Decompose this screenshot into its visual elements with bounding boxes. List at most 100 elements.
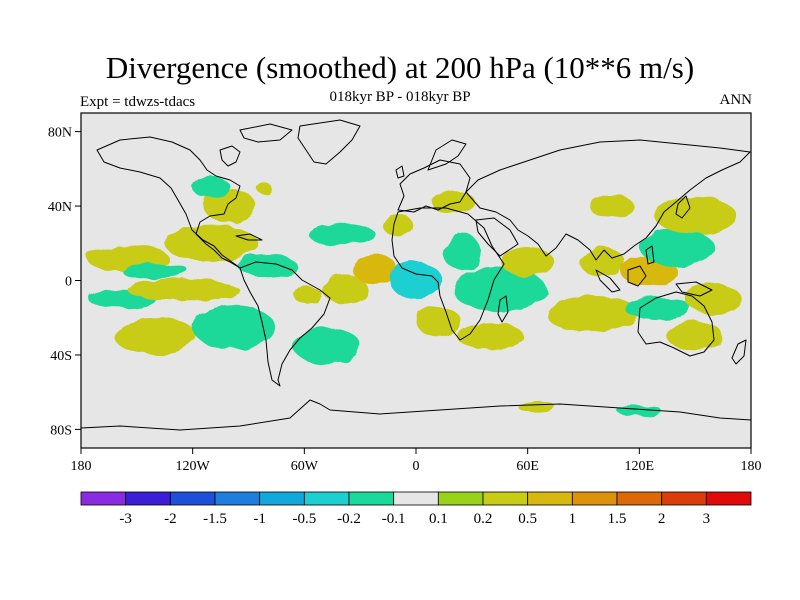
anomaly-region	[308, 222, 376, 246]
colorbar-label: 0.2	[474, 511, 493, 527]
anomaly-region	[443, 233, 482, 272]
coastline-north-america	[96, 136, 241, 269]
coastline-europe	[397, 159, 471, 213]
anomaly-field	[86, 176, 742, 417]
colorbar-swatch	[661, 491, 707, 506]
lon-tick-label: 120W	[176, 459, 211, 474]
anomaly-region	[293, 327, 361, 365]
anomaly-region	[121, 263, 189, 279]
anomaly-region	[382, 213, 413, 236]
coastline-hudson-bay	[219, 145, 241, 167]
lon-tick-label: 0	[413, 459, 420, 474]
colorbar-label: 1.5	[608, 511, 627, 527]
coastline-australia	[637, 291, 715, 357]
colorbar-label: -2	[164, 511, 177, 527]
page-title: Divergence (smoothed) at 200 hPa (10**6 …	[105, 50, 695, 85]
anomaly-region	[639, 228, 714, 266]
anomaly-region	[192, 304, 275, 350]
colorbar-label: -0.2	[337, 511, 361, 527]
colorbar-swatch	[348, 491, 395, 506]
experiment-label: Expt = tdwzs-tdacs	[80, 94, 196, 110]
lon-tick-label: 60W	[291, 459, 319, 474]
anomaly-region	[114, 317, 197, 355]
coastline-greenland	[297, 119, 361, 165]
lon-tick-label: 120E	[625, 459, 655, 474]
colorbar-label: 3	[703, 511, 711, 527]
coastline-borneo	[627, 265, 647, 287]
colorbar-label: 2	[658, 511, 666, 527]
anomaly-region	[624, 297, 692, 320]
coastline-cuba	[235, 233, 263, 241]
colorbar-label: 0.5	[518, 511, 537, 527]
colorbar-label: 0.1	[429, 511, 448, 527]
coastlines	[81, 119, 751, 431]
anomaly-region	[192, 176, 230, 199]
colorbar-swatch	[303, 491, 350, 506]
colorbar-label: -0.5	[292, 511, 316, 527]
colorbar-swatch	[125, 491, 171, 506]
colorbar-label: -1.5	[203, 511, 227, 527]
anomaly-region	[518, 401, 556, 413]
anomaly-region	[617, 405, 662, 417]
anomaly-region	[127, 278, 240, 301]
coastline-south-america	[239, 261, 331, 387]
colorbar-swatch	[527, 491, 573, 506]
lat-tick-label: 80N	[48, 126, 72, 141]
colorbar-swatch	[214, 491, 261, 506]
anomaly-region	[237, 254, 297, 277]
lat-tick-label: 40N	[48, 200, 72, 215]
anomaly-region	[579, 247, 625, 277]
coastline-new-guinea	[675, 281, 713, 297]
lat-tick-label: 80S	[50, 423, 72, 438]
colorbar-label: -0.1	[382, 511, 406, 527]
colorbar-label: -1	[253, 511, 266, 527]
coastline-arctic-islands	[239, 123, 293, 143]
coastline-philippines	[645, 245, 655, 265]
colorbar-swatch	[169, 491, 216, 506]
anomaly-region	[293, 287, 323, 303]
colorbar-swatch	[437, 491, 484, 506]
coastline-antarctica	[81, 399, 751, 431]
coastline-new-zealand	[731, 339, 747, 365]
lat-tick-label: 0	[65, 275, 72, 290]
colorbar-swatch	[482, 491, 529, 506]
lon-tick-label: 180	[71, 459, 92, 474]
subtitle: 018kyr BP - 018kyr BP	[329, 89, 471, 105]
colorbar-swatch	[616, 491, 663, 506]
coastline-asia	[465, 139, 751, 261]
anomaly-region	[352, 254, 398, 285]
anomaly-region	[654, 196, 737, 234]
anomaly-region	[456, 323, 524, 350]
lon-tick-label: 180	[741, 459, 762, 474]
anomaly-region	[667, 321, 724, 352]
colorbar-swatch	[705, 491, 752, 506]
coastline-africa	[391, 207, 505, 341]
anomaly-region	[255, 181, 271, 194]
anomaly-region	[685, 284, 742, 314]
colorbar-label: -3	[119, 511, 132, 527]
lat-tick-label: 40S	[50, 349, 72, 364]
coastline-japan	[675, 195, 691, 219]
anomaly-region	[416, 306, 461, 337]
colorbar-swatch	[80, 491, 127, 506]
coastline-arabia	[475, 217, 519, 257]
colorbar-swatch	[393, 491, 439, 506]
anomaly-region	[453, 267, 547, 313]
season-label: ANN	[719, 92, 753, 108]
anomaly-region	[589, 194, 634, 218]
anomaly-region	[164, 224, 258, 262]
map-axes: 80N 40N 0 40S 80S 180 120W 60W 0 60E 120E 180	[48, 126, 762, 474]
coastline-sumatra	[595, 269, 621, 293]
anomaly-region	[546, 295, 640, 333]
colorbar-swatch	[259, 491, 305, 506]
anomaly-region	[501, 247, 554, 277]
lon-tick-label: 60E	[516, 459, 539, 474]
coastline-scandinavia	[427, 139, 467, 171]
colorbar: -3 -2 -1.5 -1 -0.5 -0.2 -0.1 0.1 0.2 0.5 1 1.5 2 3	[80, 491, 752, 527]
colorbar-swatch	[571, 491, 618, 506]
anomaly-region	[322, 274, 368, 305]
coastline-madagascar	[497, 295, 509, 323]
coastline-british-isles	[395, 165, 405, 179]
colorbar-label: 1	[569, 511, 577, 527]
